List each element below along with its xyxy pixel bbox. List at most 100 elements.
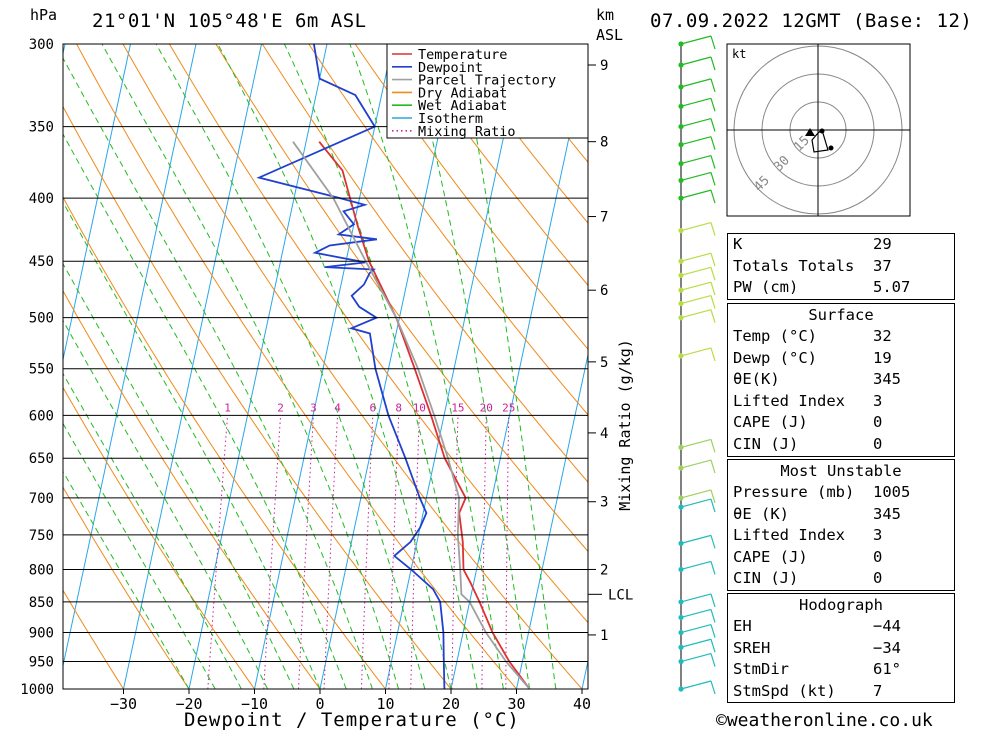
indices-hodograph-table: Hodograph EH −44 SREH −34 StmDir 61° StmSpd…: [727, 593, 955, 704]
index-label: Dewp (°C): [733, 348, 817, 367]
index-label: StmSpd (kt): [733, 681, 836, 700]
wind-barb-icon: [710, 459, 716, 474]
mixing-ratio-line: [451, 415, 459, 689]
index-value: 3: [873, 391, 883, 410]
index-value: 32: [873, 327, 892, 345]
index-label: CIN (J): [733, 569, 799, 588]
series-dewpoint: [256, 44, 446, 689]
wet-adiabat-line: [63, 201, 321, 689]
height-tick-label: 8: [600, 135, 608, 151]
wind-barb-icon: [680, 623, 712, 634]
wind-barb-icon: [710, 639, 716, 653]
mixing-ratio-label: 25: [502, 401, 515, 414]
table-heading: Surface: [808, 306, 874, 324]
index-value: 19: [873, 348, 892, 367]
table-row: Lifted Index 3: [728, 525, 954, 547]
mixing-ratio-label: 10: [413, 401, 426, 414]
isotherm-line: [63, 44, 131, 362]
hodograph-point: [828, 145, 834, 151]
index-value: 37: [873, 256, 892, 275]
index-value: 345: [873, 504, 901, 523]
x-tick-label: 0: [315, 695, 324, 713]
isotherm-line: [385, 44, 524, 689]
table-row: K 29: [728, 234, 954, 256]
pressure-unit-label: hPa: [30, 6, 58, 24]
mixing-ratio-axis-title: Mixing Ratio (g/kg): [616, 339, 634, 511]
index-label: K: [733, 235, 743, 253]
wind-barb-icon: [710, 35, 716, 50]
wet-adiabat-line: [349, 44, 504, 689]
wind-barb-icon: [710, 489, 716, 504]
table-row: PW (cm) 5.07: [728, 277, 954, 299]
mixing-ratio-label: 4: [334, 401, 341, 414]
dry-adiabat-line: [215, 44, 588, 553]
pressure-tick-label: 900: [29, 626, 54, 642]
index-label: θE (K): [733, 504, 789, 523]
mixing-ratio-line: [323, 415, 338, 689]
table-row: Pressure (mb) 1005: [728, 482, 954, 504]
wind-barb-icon: [710, 136, 716, 150]
wind-barb-icon: [680, 294, 712, 305]
wind-barb-icon: [710, 189, 716, 204]
mixing-ratio-label: 2: [277, 401, 284, 414]
index-label: StmDir: [733, 660, 789, 679]
wind-barb-icon: [680, 35, 712, 45]
index-label: Totals Totals: [733, 256, 855, 275]
table-row: Totals Totals 37: [728, 256, 954, 278]
wind-barb-icon: [680, 438, 712, 448]
mixing-ratio-line: [481, 415, 487, 689]
indices-top-table: K 29 Totals Totals 37 PW (cm) 5.07: [727, 233, 955, 300]
wind-barb-icon: [710, 680, 716, 695]
index-value: −44: [873, 617, 901, 635]
isotherm-line: [254, 44, 393, 689]
table-row: StmSpd (kt) 7: [728, 681, 954, 703]
wind-barb-icon: [710, 593, 716, 608]
index-label: EH: [733, 617, 752, 635]
pressure-tick-label: 650: [29, 451, 54, 467]
pressure-tick-label: 350: [29, 120, 54, 136]
index-label: Temp (°C): [733, 327, 817, 345]
index-value: 0: [873, 413, 883, 432]
wind-barb-icon: [680, 459, 712, 469]
wind-barb-icon: [680, 680, 712, 690]
legend-entry: Parcel Trajectory: [418, 73, 556, 89]
x-tick-label: 20: [442, 695, 460, 713]
indices-surface-table: Surface Temp (°C) 32 Dewp (°C) 19 θE(K) 345…: [727, 303, 955, 457]
index-label: Lifted Index: [733, 526, 845, 545]
pressure-tick-label: 400: [29, 191, 54, 207]
height-unit-asl: ASL: [596, 26, 624, 44]
pressure-tick-label: 950: [29, 655, 54, 671]
footer-credit: ©weatheronline.co.uk: [716, 710, 933, 731]
wet-adiabat-line: [63, 57, 373, 689]
hodograph-unit-label: kt: [732, 47, 746, 61]
pressure-tick-label: 550: [29, 362, 54, 378]
dry-adiabat-line: [122, 44, 583, 689]
mixing-ratio-line: [505, 415, 510, 689]
table-row: CIN (J) 0: [728, 434, 954, 456]
storm-motion-icon: [805, 128, 815, 136]
wet-adiabat-line: [63, 133, 347, 689]
indices-most-unstable-table: Most Unstable Pressure (mb) 1005 θE (K) 34…: [727, 459, 955, 591]
table-row: Dewp (°C) 19: [728, 348, 954, 370]
x-axis-title: Dewpoint / Temperature (°C): [184, 709, 520, 731]
index-value: 61°: [873, 660, 901, 679]
wind-barb-icon: [710, 653, 716, 667]
pressure-tick-label: 750: [29, 528, 54, 544]
wind-barb-icon: [680, 266, 712, 276]
wind-barb-icon: [680, 498, 712, 508]
wind-barb-icon: [680, 593, 712, 603]
index-label: CAPE (J): [733, 413, 808, 432]
wind-barb-icon: [680, 347, 712, 357]
index-value: 0: [873, 434, 883, 453]
dry-adiabat-line: [63, 486, 190, 689]
pressure-tick-label: 450: [29, 254, 54, 270]
pressure-tick-label: 700: [29, 491, 54, 507]
x-tick-label: 40: [573, 695, 591, 713]
wind-barb-icon: [680, 608, 712, 619]
x-tick-label: −20: [175, 695, 202, 713]
index-label: PW (cm): [733, 278, 799, 297]
mixing-ratio-label: 1: [224, 401, 231, 414]
wind-barb-icon: [710, 282, 716, 296]
height-tick-label: 1: [600, 628, 608, 644]
